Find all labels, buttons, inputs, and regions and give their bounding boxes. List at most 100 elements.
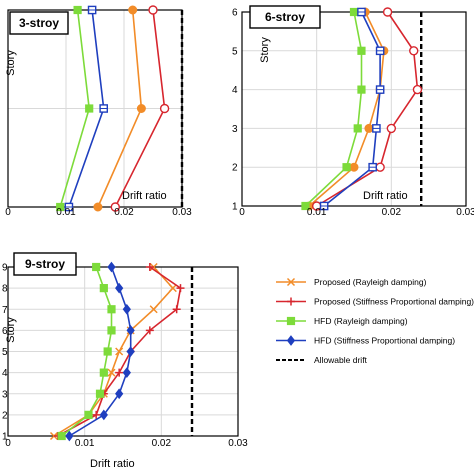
y-axis-label: Story bbox=[5, 50, 17, 76]
legend-item: Proposed (Stiffness Proportional damping… bbox=[276, 297, 474, 307]
x-tick-label: 0 bbox=[5, 438, 11, 449]
x-tick-label: 0 bbox=[239, 207, 245, 218]
y-tick-label: 4 bbox=[2, 368, 8, 379]
series-line bbox=[304, 11, 363, 207]
data-point bbox=[87, 5, 97, 15]
x-axis-label: Drift ratio bbox=[363, 190, 408, 202]
legend-label: Allowable drift bbox=[314, 355, 368, 365]
chart-title-box bbox=[13, 252, 77, 276]
data-point bbox=[107, 305, 116, 314]
x-tick-label: 0.03 bbox=[172, 207, 192, 218]
series-3 bbox=[56, 5, 94, 212]
data-point bbox=[136, 104, 146, 113]
data-point bbox=[84, 410, 93, 419]
legend-label: Proposed (Rayleigh damping) bbox=[314, 277, 427, 287]
chart-title-box bbox=[249, 5, 321, 29]
y-tick-label: 6 bbox=[232, 8, 238, 19]
chart-panel-1: 0 0.01 0.02 0.03 Drift ratio Story 3-stroy bbox=[5, 5, 192, 218]
series-1 bbox=[304, 7, 389, 211]
data-point bbox=[357, 46, 366, 55]
data-point bbox=[368, 162, 377, 172]
series-2 bbox=[311, 7, 423, 211]
data-point bbox=[128, 5, 138, 15]
y-tick-label: 7 bbox=[2, 305, 8, 316]
data-point bbox=[93, 202, 103, 212]
chart-panel-2: 0 0.01 0.02 0.03 1 2 3 4 5 6 Drift ratio Story 6-str… bbox=[232, 5, 474, 218]
x-tick-label: 0.01 bbox=[75, 438, 95, 449]
x-tick-label: 0.02 bbox=[382, 207, 402, 218]
data-point bbox=[349, 162, 359, 172]
y-tick-label: 1 bbox=[2, 432, 8, 443]
y-axis-label: Story bbox=[259, 37, 271, 63]
x-tick-label: 0.01 bbox=[307, 207, 327, 218]
data-point bbox=[99, 104, 108, 113]
data-point bbox=[148, 5, 158, 15]
x-tick-label: 0.03 bbox=[456, 207, 474, 218]
plot-frame bbox=[7, 266, 239, 437]
y-tick-label: 3 bbox=[232, 124, 238, 135]
data-point bbox=[364, 123, 374, 133]
series-4 bbox=[319, 7, 385, 211]
chart-title: 3-stroy bbox=[19, 16, 59, 30]
y-tick-label: 2 bbox=[232, 163, 238, 174]
y-axis-label: Story bbox=[5, 317, 17, 343]
x-tick-label: 0.01 bbox=[56, 207, 76, 218]
data-point bbox=[85, 104, 94, 113]
data-point bbox=[145, 326, 154, 335]
series-line bbox=[323, 11, 381, 207]
legend-item: HFD (Rayleigh damping) bbox=[276, 316, 408, 326]
data-point bbox=[115, 282, 124, 294]
data-point bbox=[115, 368, 124, 377]
data-point bbox=[107, 261, 116, 273]
y-tick-label: 4 bbox=[232, 85, 238, 96]
data-point bbox=[319, 201, 329, 211]
y-tick-label: 5 bbox=[232, 46, 238, 57]
data-point bbox=[57, 431, 66, 441]
data-point bbox=[95, 389, 105, 398]
data-point bbox=[159, 103, 170, 114]
chart-panel-3: 0 0.01 0.02 0.03 1 2 3 4 5 6 7 8 9 Drift ratio Story 9-… bbox=[2, 252, 248, 470]
data-point bbox=[65, 430, 74, 442]
data-point bbox=[115, 388, 124, 400]
series-4 bbox=[65, 261, 135, 442]
legend-swatch-marker bbox=[286, 277, 296, 287]
legend-label: HFD (Rayleigh damping) bbox=[314, 316, 408, 326]
data-point bbox=[353, 124, 362, 133]
data-point bbox=[92, 410, 101, 419]
y-tick-label: 9 bbox=[2, 263, 8, 274]
series-4 bbox=[64, 5, 108, 212]
chart-title: 9-stroy bbox=[25, 257, 65, 271]
data-point bbox=[357, 85, 366, 94]
legend: Proposed (Rayleigh damping) Proposed (Sti… bbox=[276, 277, 474, 365]
data-point bbox=[99, 368, 108, 377]
legend-swatch-marker bbox=[286, 316, 296, 326]
data-point bbox=[107, 368, 116, 377]
series-line bbox=[316, 11, 419, 207]
data-point bbox=[386, 123, 397, 134]
x-axis-label: Drift ratio bbox=[122, 190, 167, 202]
data-point bbox=[92, 262, 101, 272]
x-tick-label: 0.02 bbox=[152, 438, 172, 449]
data-point bbox=[126, 346, 135, 357]
data-point bbox=[64, 202, 74, 212]
series-line bbox=[308, 11, 385, 207]
series-1 bbox=[93, 5, 146, 212]
series-3 bbox=[57, 262, 116, 441]
data-point bbox=[107, 326, 116, 335]
data-point bbox=[103, 347, 112, 356]
data-point bbox=[149, 305, 158, 314]
data-point bbox=[412, 84, 423, 95]
data-point bbox=[176, 284, 185, 293]
y-tick-label: 1 bbox=[232, 202, 238, 213]
y-tick-label: 2 bbox=[2, 410, 8, 421]
plot-frame bbox=[241, 11, 467, 207]
data-point bbox=[375, 162, 385, 172]
chart-title-box bbox=[9, 11, 69, 35]
data-point bbox=[73, 5, 82, 15]
series-2 bbox=[110, 5, 170, 212]
data-point bbox=[168, 284, 177, 293]
data-point bbox=[357, 7, 366, 17]
x-tick-label: 0 bbox=[5, 207, 11, 218]
data-point bbox=[375, 46, 385, 56]
